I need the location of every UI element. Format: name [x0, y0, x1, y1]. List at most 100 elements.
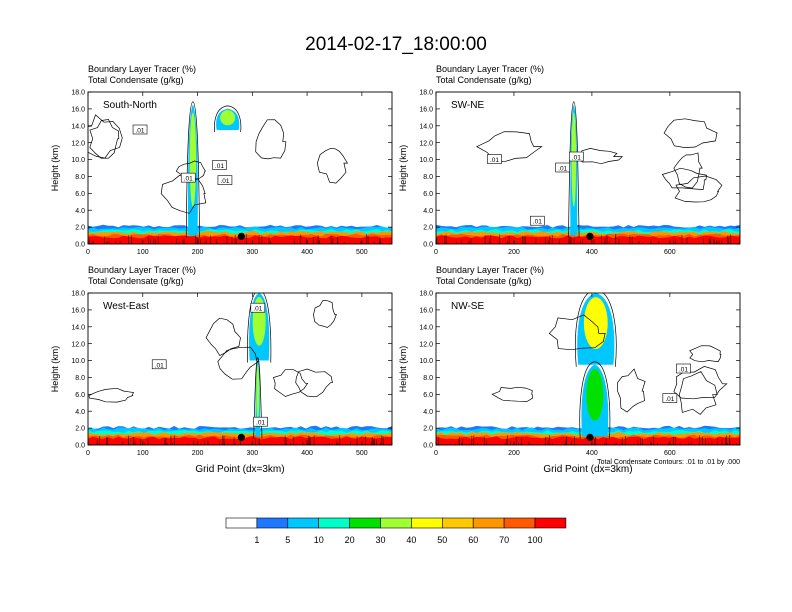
panel-frame [87, 91, 393, 245]
colorbar: 1 5 10 20 30 40 50 60 70 100 [225, 517, 567, 545]
cloud-contour [678, 371, 718, 415]
y-tick-label: 18.0 [71, 90, 85, 97]
y-tick-label: 2.0 [75, 225, 85, 232]
plume-contour-1 [214, 105, 242, 133]
contour-label-box [151, 359, 167, 370]
y-axis-label: Height (km) [398, 346, 408, 393]
colorbar-label: 50 [437, 535, 447, 545]
cloud-contour [295, 368, 333, 398]
contour-label-box [180, 172, 196, 183]
panel-nw-se: .01 .01 0.0 2.0 4.0 6.0 8.0 10.0 12.0 14.0 16.0 18.… [398, 265, 741, 475]
y-tick-label: 2.0 [75, 426, 85, 433]
panel-header-line1: Boundary Layer Tracer (%) [436, 64, 544, 74]
y-tick-label: 18.0 [71, 291, 85, 298]
y-tick-label: 14.0 [71, 324, 85, 331]
y-tick-label: 8.0 [423, 174, 433, 181]
panel-sw-ne: .01 .01 .01 .01 0.0 2.0 4.0 6.0 8.0 10.0 12.0 14.0 1… [398, 64, 741, 256]
x-tick-label: 200 [508, 249, 520, 256]
contour-label-box [487, 154, 502, 164]
plume-peak-0 [589, 303, 603, 333]
x-tick-label: 400 [301, 249, 313, 256]
y-tick-label: 8.0 [75, 375, 85, 382]
colorbar-label: 60 [468, 535, 478, 545]
cloud-contour [674, 175, 723, 203]
cloud-contour [661, 167, 707, 190]
y-tick-label: 18.0 [419, 90, 433, 97]
y-tick-label: 12.0 [71, 140, 85, 147]
contour-label-box [253, 416, 268, 427]
cloud-contour [273, 369, 309, 397]
y-tick-label: 18.0 [419, 291, 433, 298]
contour-label: .01 [572, 155, 581, 162]
contour-label-box [555, 162, 570, 173]
y-tick-label: 16.0 [419, 106, 433, 113]
y-tick-label: 12.0 [71, 341, 85, 348]
x-tick-label: 400 [586, 249, 598, 256]
y-tick-label: 8.0 [75, 174, 85, 181]
y-tick-label: 12.0 [419, 140, 433, 147]
y-axis-label: Height (km) [398, 145, 408, 192]
y-tick-label: 4.0 [423, 409, 433, 416]
colorbar-box [349, 517, 381, 529]
contour-label-box [250, 302, 266, 313]
panel-west-east: .01 .01 .01 0.0 2.0 4.0 6.0 8.0 10.0 12.0 14.0 16.0… [50, 265, 393, 475]
cloud-contour [160, 174, 207, 214]
y-tick-label: 0.0 [75, 242, 85, 249]
x-tick-label: 200 [508, 450, 520, 457]
tracer-layer-5 [436, 235, 740, 244]
y-tick-label: 2.0 [423, 225, 433, 232]
contour-label-box [676, 363, 691, 374]
contour-label: .01 [253, 306, 262, 313]
surface-point-marker [237, 232, 245, 240]
y-tick-label: 4.0 [423, 208, 433, 215]
contour-label: .01 [679, 367, 688, 374]
colorbar-box [225, 517, 258, 529]
y-tick-label: 4.0 [75, 208, 85, 215]
y-tick-label: 12.0 [419, 341, 433, 348]
x-tick-label: 100 [137, 249, 149, 256]
y-tick-label: 16.0 [71, 106, 85, 113]
y-tick-label: 14.0 [419, 324, 433, 331]
colorbar-label: 10 [314, 535, 324, 545]
y-tick-label: 16.0 [71, 307, 85, 314]
panel-header-line2: Total Condensate (g/kg) [88, 276, 184, 286]
cloud-contour [88, 114, 123, 159]
panel-header-line2: Total Condensate (g/kg) [436, 276, 532, 286]
x-tick-label: 0 [434, 450, 438, 457]
colorbar-box [411, 517, 443, 529]
contour-label: .01 [184, 176, 193, 183]
panel-header-line2: Total Condensate (g/kg) [436, 75, 532, 85]
plume-contour-0 [247, 293, 272, 363]
surface-point-marker [586, 433, 594, 441]
cloud-contour [689, 345, 722, 363]
y-axis-label: Height (km) [50, 346, 60, 393]
cloud-contour [491, 386, 533, 402]
y-axis-label: Height (km) [50, 145, 60, 192]
cloud-contour [316, 148, 349, 184]
x-axis-label: Grid Point (dx=3km) [543, 464, 632, 475]
colorbar-box [318, 517, 350, 529]
colorbar-label: 30 [375, 535, 385, 545]
cloud-contour [673, 152, 703, 189]
cloud-contour [255, 119, 287, 160]
x-tick-label: 400 [301, 450, 313, 457]
y-tick-label: 6.0 [75, 392, 85, 399]
colorbar-label: 20 [345, 535, 355, 545]
y-tick-label: 6.0 [75, 191, 85, 198]
panel-label: SW-NE [451, 100, 484, 111]
x-tick-label: 300 [246, 450, 258, 457]
panel-frame [435, 292, 741, 446]
y-tick-label: 10.0 [419, 358, 433, 365]
contour-label-box [217, 175, 233, 185]
panel-south-north: .01 .01 .01 .01 0.0 2.0 4.0 6.0 8.0 10.0 12.0 14.0 1… [50, 64, 393, 256]
panel-label: South-North [103, 100, 157, 111]
y-tick-label: 14.0 [71, 123, 85, 130]
plot-area [88, 101, 392, 244]
plume-core-1 [256, 365, 260, 420]
colorbar-label: 1 [254, 535, 259, 545]
y-tick-label: 10.0 [71, 358, 85, 365]
x-tick-label: 100 [137, 450, 149, 457]
surface-point-marker [237, 433, 245, 441]
y-tick-label: 10.0 [71, 157, 85, 164]
